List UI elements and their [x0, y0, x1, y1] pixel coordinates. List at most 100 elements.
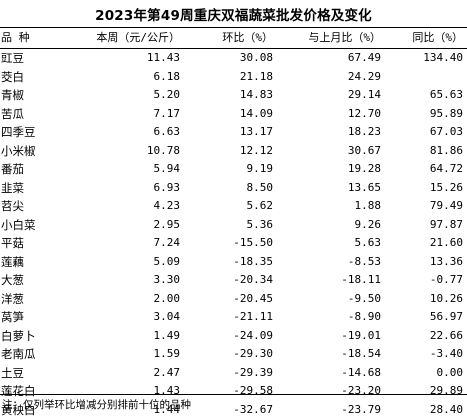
price-cell: 5.09 [58, 253, 184, 272]
week-on-week-cell: 9.19 [184, 160, 277, 179]
week-on-week-cell: 13.17 [184, 123, 277, 142]
week-on-week-cell: -15.50 [184, 234, 277, 253]
year-on-year-cell: 21.60 [385, 234, 467, 253]
vs-last-month-cell: 67.49 [277, 49, 385, 68]
vs-last-month-cell: 19.28 [277, 160, 385, 179]
price-cell: 6.18 [58, 68, 184, 87]
price-cell: 7.17 [58, 105, 184, 124]
week-on-week-cell: 12.12 [184, 142, 277, 161]
variety-cell: 莴笋 [0, 308, 58, 327]
year-on-year-cell [385, 68, 467, 87]
week-on-week-cell: 30.08 [184, 49, 277, 68]
variety-cell: 大葱 [0, 271, 58, 290]
week-on-week-cell: 21.18 [184, 68, 277, 87]
variety-cell: 苕尖 [0, 197, 58, 216]
price-cell: 1.59 [58, 345, 184, 364]
week-on-week-cell: -29.58 [184, 382, 277, 401]
variety-cell: 青椒 [0, 86, 58, 105]
price-cell: 6.93 [58, 179, 184, 198]
week-on-week-cell: -24.09 [184, 327, 277, 346]
year-on-year-cell: 134.40 [385, 49, 467, 68]
vs-last-month-cell: 30.67 [277, 142, 385, 161]
vs-last-month-cell: -18.54 [277, 345, 385, 364]
price-cell: 2.47 [58, 364, 184, 383]
price-cell: 3.04 [58, 308, 184, 327]
vs-last-month-cell: 5.63 [277, 234, 385, 253]
vs-last-month-cell: -19.01 [277, 327, 385, 346]
year-on-year-cell: 95.89 [385, 105, 467, 124]
bottom-rule [0, 394, 467, 395]
year-on-year-cell: 15.26 [385, 179, 467, 198]
year-on-year-cell: 97.87 [385, 216, 467, 235]
header-week-on-week: 环比（%） [184, 28, 277, 49]
year-on-year-cell: 65.63 [385, 86, 467, 105]
year-on-year-cell: 56.97 [385, 308, 467, 327]
week-on-week-cell: -29.39 [184, 364, 277, 383]
year-on-year-cell: 81.86 [385, 142, 467, 161]
week-on-week-cell: -18.35 [184, 253, 277, 272]
vs-last-month-cell: 13.65 [277, 179, 385, 198]
variety-cell: 茭白 [0, 68, 58, 87]
variety-cell: 四季豆 [0, 123, 58, 142]
footnote: 注：仅列举环比增减分别排前十位的品种 [2, 397, 191, 412]
week-on-week-cell: 5.36 [184, 216, 277, 235]
year-on-year-cell: 13.36 [385, 253, 467, 272]
price-cell: 4.23 [58, 197, 184, 216]
vs-last-month-cell: 18.23 [277, 123, 385, 142]
variety-cell: 小白菜 [0, 216, 58, 235]
week-on-week-cell: -21.11 [184, 308, 277, 327]
price-cell: 3.30 [58, 271, 184, 290]
variety-cell: 洋葱 [0, 290, 58, 309]
header-variety: 品 种 [0, 28, 58, 49]
variety-cell: 白萝卜 [0, 327, 58, 346]
vs-last-month-cell: -8.53 [277, 253, 385, 272]
year-on-year-cell: 10.26 [385, 290, 467, 309]
price-cell: 10.78 [58, 142, 184, 161]
year-on-year-cell: 29.89 [385, 382, 467, 401]
year-on-year-cell: 79.49 [385, 197, 467, 216]
price-cell: 2.95 [58, 216, 184, 235]
price-cell: 5.20 [58, 86, 184, 105]
header-vs-last-month: 与上月比（%） [277, 28, 385, 49]
vs-last-month-cell: 9.26 [277, 216, 385, 235]
vs-last-month-cell: -8.90 [277, 308, 385, 327]
year-on-year-cell: 22.66 [385, 327, 467, 346]
week-on-week-cell: -29.30 [184, 345, 277, 364]
price-cell: 7.24 [58, 234, 184, 253]
year-on-year-cell: -3.40 [385, 345, 467, 364]
vs-last-month-cell: 29.14 [277, 86, 385, 105]
variety-cell: 老南瓜 [0, 345, 58, 364]
vs-last-month-cell: 24.29 [277, 68, 385, 87]
year-on-year-cell: 64.72 [385, 160, 467, 179]
vs-last-month-cell: -9.50 [277, 290, 385, 309]
week-on-week-cell: -20.45 [184, 290, 277, 309]
header-year-on-year: 同比（%） [385, 28, 467, 49]
variety-cell: 莲藕 [0, 253, 58, 272]
week-on-week-cell: -20.34 [184, 271, 277, 290]
vs-last-month-cell: -18.11 [277, 271, 385, 290]
header-row: 品 种 本周（元/公斤） 环比（%） 与上月比（%） 同比（%） [0, 28, 467, 49]
variety-cell: 豇豆 [0, 49, 58, 68]
week-on-week-cell: 14.09 [184, 105, 277, 124]
price-cell: 5.94 [58, 160, 184, 179]
vs-last-month-cell: -14.68 [277, 364, 385, 383]
vs-last-month-cell: 12.70 [277, 105, 385, 124]
year-on-year-cell: -0.77 [385, 271, 467, 290]
table-title: 2023年第49周重庆双福蔬菜批发价格及变化 [0, 4, 467, 24]
